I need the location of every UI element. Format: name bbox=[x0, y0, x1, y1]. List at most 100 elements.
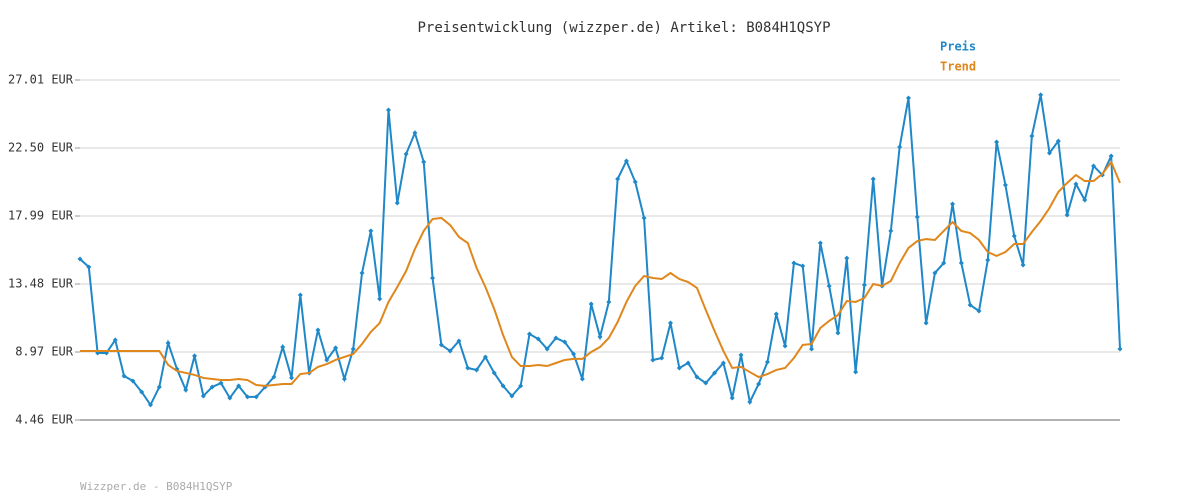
point bbox=[430, 275, 436, 281]
point bbox=[976, 308, 982, 314]
point bbox=[597, 334, 603, 340]
point bbox=[1064, 212, 1070, 218]
point bbox=[456, 338, 462, 344]
point bbox=[544, 346, 550, 352]
point bbox=[835, 330, 841, 336]
point bbox=[465, 365, 471, 371]
point bbox=[606, 299, 612, 305]
point bbox=[703, 380, 709, 386]
y-tick-label: 8.97 EUR bbox=[15, 345, 74, 359]
chart-title: Preisentwicklung (wizzper.de) Artikel: B… bbox=[417, 20, 830, 36]
point bbox=[967, 302, 973, 308]
point bbox=[712, 370, 718, 376]
point bbox=[385, 107, 391, 113]
point bbox=[297, 292, 303, 298]
point bbox=[350, 346, 356, 352]
point bbox=[800, 263, 806, 269]
point bbox=[650, 357, 656, 363]
point bbox=[985, 257, 991, 263]
point bbox=[341, 376, 347, 382]
point bbox=[809, 346, 815, 352]
point bbox=[156, 384, 162, 390]
point bbox=[888, 228, 894, 234]
y-tick-label: 4.46 EUR bbox=[15, 413, 74, 427]
y-tick-label: 17.99 EUR bbox=[8, 209, 74, 223]
point bbox=[280, 344, 286, 350]
point bbox=[1020, 262, 1026, 268]
point bbox=[694, 374, 700, 380]
point bbox=[632, 179, 638, 185]
point bbox=[720, 360, 726, 366]
point bbox=[218, 380, 224, 386]
point bbox=[112, 337, 118, 343]
point bbox=[1002, 182, 1008, 188]
point bbox=[236, 383, 242, 389]
point bbox=[659, 355, 665, 361]
point bbox=[615, 176, 621, 182]
point bbox=[685, 360, 691, 366]
point bbox=[535, 336, 541, 342]
point bbox=[844, 255, 850, 261]
point bbox=[447, 348, 453, 354]
point bbox=[359, 270, 365, 276]
point bbox=[165, 340, 171, 346]
point bbox=[1038, 92, 1044, 98]
point bbox=[994, 139, 1000, 145]
point bbox=[139, 389, 145, 395]
point bbox=[253, 394, 259, 400]
point bbox=[121, 373, 127, 379]
point bbox=[491, 370, 497, 376]
point bbox=[791, 260, 797, 266]
point bbox=[130, 378, 136, 384]
point bbox=[333, 345, 339, 351]
point bbox=[817, 240, 823, 246]
point bbox=[861, 282, 867, 288]
point bbox=[421, 159, 427, 165]
point bbox=[289, 375, 295, 381]
point bbox=[897, 144, 903, 150]
point bbox=[500, 383, 506, 389]
point bbox=[1117, 346, 1123, 352]
point bbox=[588, 301, 594, 307]
point bbox=[368, 228, 374, 234]
point bbox=[403, 151, 409, 157]
point bbox=[412, 130, 418, 136]
point bbox=[764, 359, 770, 365]
point bbox=[86, 264, 92, 270]
point bbox=[1091, 163, 1097, 169]
point bbox=[183, 387, 189, 393]
point bbox=[244, 394, 250, 400]
point bbox=[914, 214, 920, 220]
point bbox=[1029, 133, 1035, 139]
point bbox=[1073, 181, 1079, 187]
point bbox=[782, 343, 788, 349]
y-tick-label: 27.01 EUR bbox=[8, 73, 74, 87]
point bbox=[227, 395, 233, 401]
footer: Wizzper.de - B084H1QSYP bbox=[80, 480, 233, 493]
point bbox=[200, 393, 206, 399]
point bbox=[853, 369, 859, 375]
point bbox=[474, 367, 480, 373]
point bbox=[941, 260, 947, 266]
point bbox=[738, 352, 744, 358]
point bbox=[932, 270, 938, 276]
point bbox=[1011, 233, 1017, 239]
point bbox=[562, 339, 568, 345]
point bbox=[773, 311, 779, 317]
point bbox=[553, 335, 559, 341]
point bbox=[526, 331, 532, 337]
point bbox=[1046, 150, 1052, 156]
point bbox=[271, 374, 277, 380]
point bbox=[192, 353, 198, 359]
point bbox=[315, 327, 321, 333]
point bbox=[826, 283, 832, 289]
point bbox=[641, 215, 647, 221]
point bbox=[518, 383, 524, 389]
point bbox=[958, 260, 964, 266]
point bbox=[729, 395, 735, 401]
point bbox=[148, 402, 154, 408]
point bbox=[571, 351, 577, 357]
series-line bbox=[79, 94, 1121, 407]
